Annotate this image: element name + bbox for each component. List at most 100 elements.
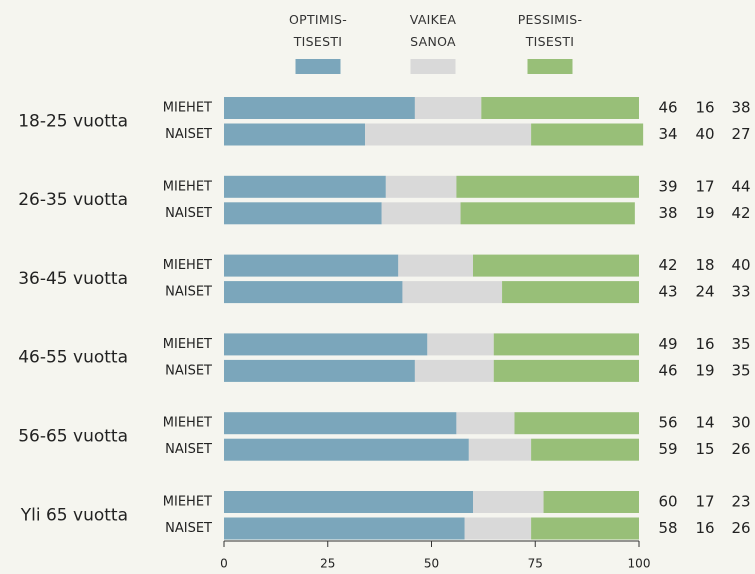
bar-segment [398, 254, 473, 277]
value-label: 60 [658, 493, 677, 511]
legend-label: VAIKEA SANOA [409, 12, 457, 49]
value-label: 16 [695, 519, 714, 537]
value-label: 35 [731, 361, 750, 379]
legend-label: OPTIMIS-TISESTI [288, 12, 347, 49]
bar-segment [531, 517, 639, 540]
bar-segment [385, 175, 457, 198]
bar-segment [481, 97, 639, 119]
bar-segment [224, 517, 465, 540]
x-tick-label: 25 [320, 557, 335, 571]
bar-segment [493, 333, 639, 356]
value-label: 24 [695, 283, 714, 301]
row-label: MIEHET [163, 101, 212, 116]
row-label: NAISET [165, 206, 212, 221]
bar-segment [224, 202, 382, 225]
bar-segment [224, 412, 457, 435]
x-tick-label: 0 [220, 557, 228, 571]
bar-segment [224, 254, 399, 277]
bar-segment [224, 175, 386, 198]
row-label: NAISET [165, 285, 212, 300]
x-tick-label: 75 [528, 557, 543, 571]
value-label: 38 [731, 99, 750, 117]
bar-segment [427, 333, 494, 356]
bar-segment [531, 123, 644, 146]
row-label: MIEHET [163, 258, 212, 273]
group-label: Yli 65 vuotta [20, 505, 128, 525]
bar-segment [531, 438, 639, 461]
bar-segment [456, 175, 639, 198]
value-label: 26 [731, 440, 750, 458]
bar-segment [464, 517, 532, 540]
bar-segment [224, 97, 415, 119]
value-label: 42 [658, 256, 677, 274]
x-tick-label: 100 [628, 557, 651, 571]
legend-label: PESSIMIS-TISESTI [517, 12, 583, 49]
value-label: 23 [731, 493, 750, 511]
row-label: MIEHET [163, 337, 212, 352]
bar-segment [456, 412, 515, 435]
value-label: 18 [695, 256, 714, 274]
value-label: 15 [695, 440, 714, 458]
value-label: 16 [695, 99, 714, 117]
bar-segment [365, 123, 532, 146]
value-label: 43 [658, 283, 677, 301]
bar-segment [224, 491, 473, 513]
bar-segment [468, 438, 532, 461]
value-label: 38 [658, 204, 677, 222]
bar-segment [224, 123, 366, 146]
bar-segment [473, 491, 544, 513]
bar-segment [460, 202, 635, 225]
group-label: 46-55 vuotta [18, 348, 128, 368]
value-label: 46 [658, 361, 677, 379]
bar-segment [543, 491, 639, 513]
bar-segment [502, 281, 639, 304]
group-label: 36-45 vuotta [18, 269, 128, 289]
row-label: MIEHET [163, 179, 212, 194]
legend-swatch [295, 59, 341, 74]
group-label: 56-65 vuotta [18, 426, 128, 446]
bar-segment [224, 438, 469, 461]
row-label: MIEHET [163, 416, 212, 431]
value-label: 42 [731, 204, 750, 222]
value-label: 46 [658, 99, 677, 117]
value-label: 39 [658, 177, 677, 195]
value-label: 19 [695, 361, 714, 379]
value-label: 58 [658, 519, 677, 537]
legend-swatch [410, 59, 456, 74]
value-label: 35 [731, 335, 750, 353]
value-label: 49 [658, 335, 677, 353]
value-label: 59 [658, 440, 677, 458]
group-label: 26-35 vuotta [18, 190, 128, 210]
value-label: 44 [731, 177, 750, 195]
value-label: 33 [731, 283, 750, 301]
value-label: 30 [731, 414, 750, 432]
bar-segment [224, 333, 428, 356]
value-label: 26 [731, 519, 750, 537]
bar-segment [414, 97, 482, 119]
value-label: 27 [731, 125, 750, 143]
group-label: 18-25 vuotta [18, 111, 128, 131]
x-tick-label: 50 [424, 557, 439, 571]
value-label: 19 [695, 204, 714, 222]
value-label: 34 [658, 125, 677, 143]
row-label: MIEHET [163, 495, 212, 510]
row-label: NAISET [165, 127, 212, 142]
row-label: NAISET [165, 521, 212, 536]
value-label: 17 [695, 177, 714, 195]
bar-segment [493, 359, 639, 382]
value-label: 16 [695, 335, 714, 353]
bar-segment [473, 254, 639, 277]
bar-segment [414, 359, 494, 382]
bar-segment [381, 202, 461, 225]
row-label: NAISET [165, 442, 212, 457]
value-label: 17 [695, 493, 714, 511]
legend-swatch [527, 59, 573, 74]
value-label: 14 [695, 414, 714, 432]
value-label: 40 [731, 256, 750, 274]
value-label: 56 [658, 414, 677, 432]
bar-segment [402, 281, 503, 304]
bar-segment [514, 412, 639, 435]
row-label: NAISET [165, 363, 212, 378]
